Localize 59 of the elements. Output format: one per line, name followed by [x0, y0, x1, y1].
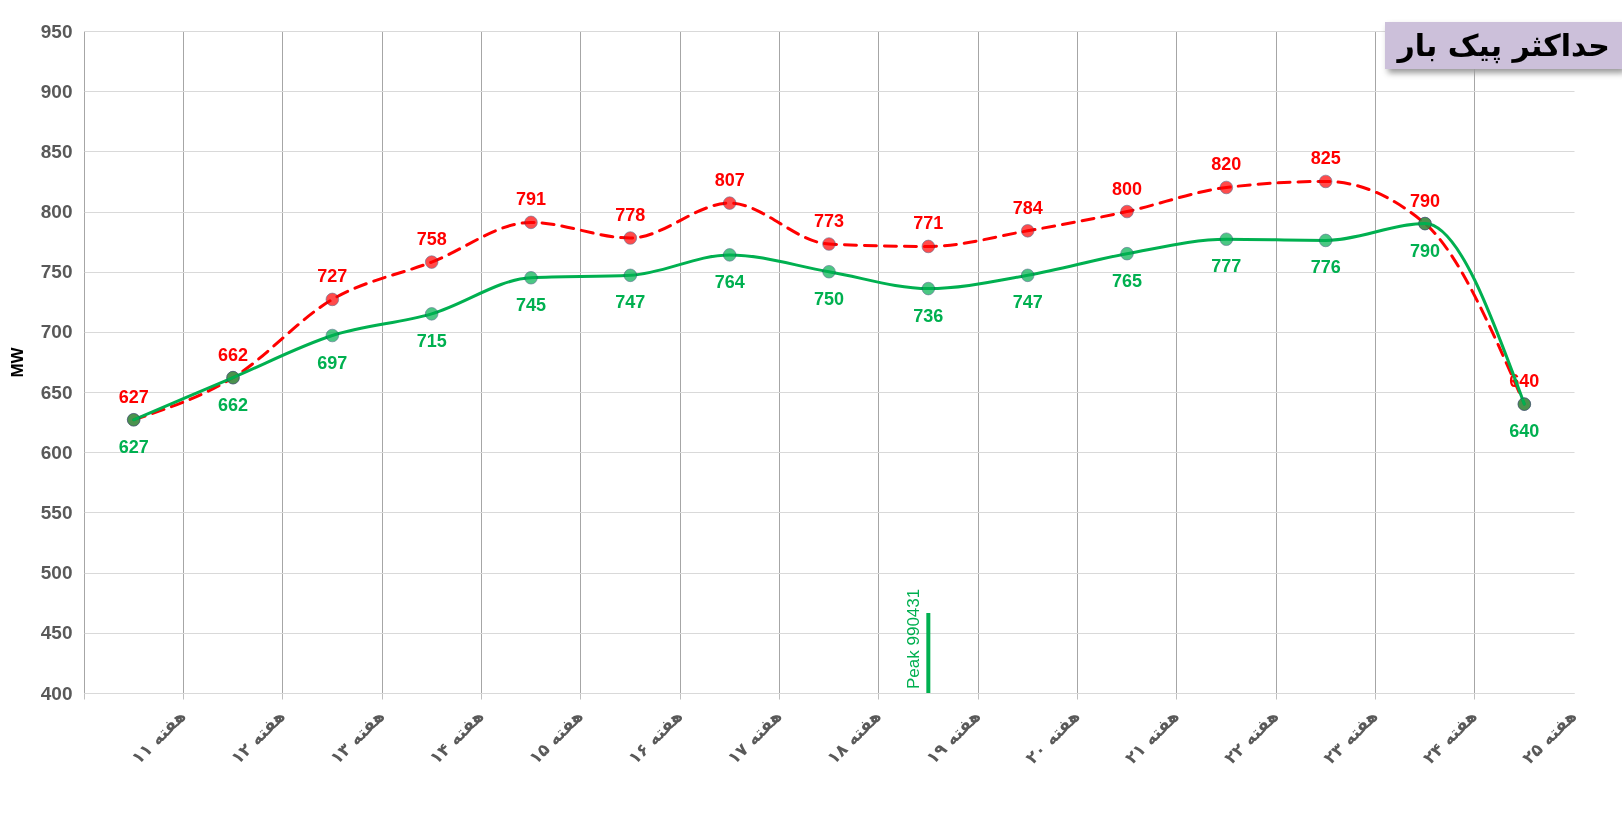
- x-tick-label: هفته ۱۲: [226, 705, 290, 768]
- data-label: 825: [1310, 148, 1341, 169]
- y-tick-label: 400: [40, 682, 73, 704]
- data-label: 764: [714, 271, 745, 292]
- y-tick-label: 500: [40, 562, 73, 584]
- data-label: 640: [1509, 421, 1540, 442]
- data-label: 800: [1111, 178, 1143, 199]
- y-tick-label: 450: [40, 622, 73, 644]
- data-label: 662: [217, 394, 249, 415]
- x-tick-label: هفته ۱۴: [425, 705, 488, 768]
- x-tick-label: هفته ۱۵: [524, 705, 588, 768]
- data-label: 736: [913, 305, 944, 326]
- data-label: 627: [118, 436, 149, 457]
- data-label: 807: [714, 170, 745, 191]
- x-tick-label: هفته ۱۱: [127, 705, 190, 768]
- y-axis-title: MW: [7, 346, 27, 378]
- data-label: 790: [1409, 240, 1441, 261]
- x-tick-label: هفته ۲۰: [1021, 705, 1084, 768]
- x-tick-label: هفته ۱۷: [723, 705, 786, 768]
- x-tick-label: هفته ۱۹: [922, 705, 985, 768]
- y-tick-label: 600: [40, 441, 73, 463]
- data-label: 758: [416, 229, 447, 250]
- data-label: 697: [317, 352, 348, 373]
- data-label: 784: [1012, 197, 1043, 218]
- data-label: 747: [615, 292, 646, 313]
- y-tick-label: 700: [40, 321, 73, 343]
- data-label: 715: [416, 330, 447, 351]
- data-label: 627: [118, 386, 149, 407]
- data-label: 790: [1409, 190, 1441, 211]
- data-label: 778: [615, 205, 646, 226]
- y-tick-label: 750: [40, 261, 73, 283]
- y-tick-label: 850: [40, 140, 73, 162]
- x-tick-label: هفته ۲۳: [1319, 705, 1382, 768]
- data-label: 773: [813, 211, 845, 232]
- y-tick-label: 650: [40, 381, 73, 403]
- data-label: 777: [1211, 256, 1242, 277]
- y-tick-label: 900: [40, 80, 73, 102]
- x-tick-label: هفته ۱۸: [822, 705, 886, 768]
- x-tick-label: هفته ۲۴: [1418, 705, 1482, 768]
- data-label: 791: [515, 189, 547, 210]
- data-label: 745: [515, 294, 547, 315]
- y-tick-label: 800: [40, 201, 73, 223]
- data-label: 765: [1111, 270, 1143, 291]
- x-tick-label: هفته ۲۵: [1518, 705, 1581, 768]
- chart-title: حداکثر پیک بار: [1385, 22, 1622, 69]
- y-tick-label: 550: [40, 501, 73, 523]
- data-label: 750: [813, 288, 845, 309]
- data-label: 771: [913, 213, 944, 234]
- y-tick-label: 950: [40, 20, 73, 42]
- data-label: 747: [1012, 292, 1043, 313]
- data-label: 662: [217, 344, 249, 365]
- x-tick-label: هفته ۱۶: [624, 705, 687, 768]
- data-label: 727: [317, 266, 348, 287]
- x-tick-label: هفته ۲۱: [1120, 705, 1184, 768]
- data-label: 820: [1211, 154, 1242, 175]
- ref-line-label: Peak 990431: [904, 588, 924, 689]
- x-tick-label: هفته ۲۲: [1220, 705, 1283, 768]
- x-tick-label: هفته ۱۳: [326, 705, 389, 768]
- data-label: 776: [1310, 257, 1341, 278]
